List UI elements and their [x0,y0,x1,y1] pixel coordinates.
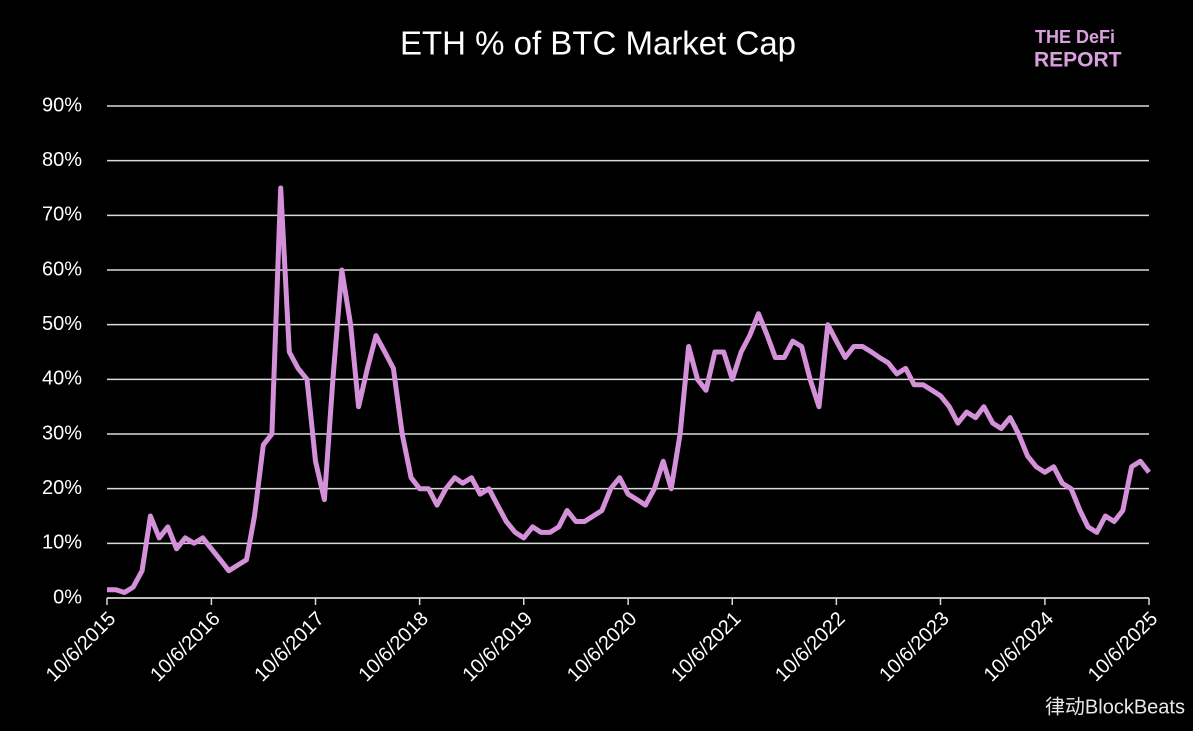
y-tick-label: 20% [42,477,82,499]
watermark: 律动BlockBeats [1045,695,1185,718]
y-tick-label: 0% [53,586,82,608]
y-tick-label: 40% [42,368,82,390]
data-line [107,185,1151,595]
y-tick-label: 30% [42,422,82,444]
logo-line: REPORT [1034,49,1122,72]
y-tick-label: 70% [42,204,82,226]
y-tick-label: 50% [42,313,82,335]
y-tick-label: 80% [42,149,82,171]
y-tick-label: 60% [42,258,82,280]
y-tick-label: 90% [42,94,82,116]
chart-title: ETH % of BTC Market Cap [400,25,796,62]
y-tick-label: 10% [42,532,82,554]
logo-line: THE DeFi [1035,27,1115,47]
